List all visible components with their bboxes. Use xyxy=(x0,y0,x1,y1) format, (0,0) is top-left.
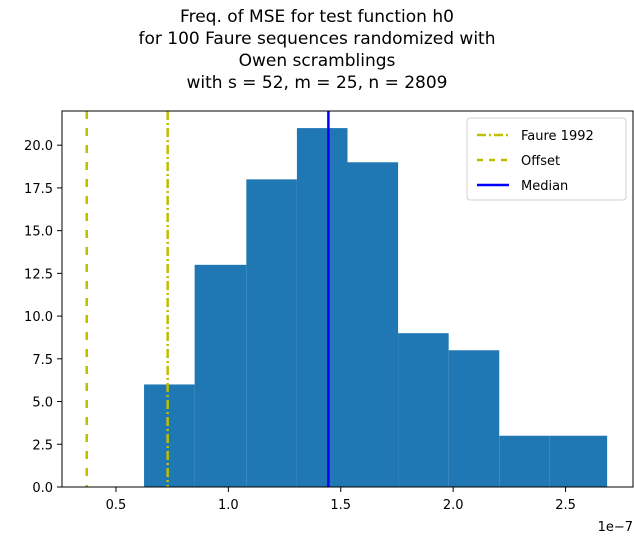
histogram-bar xyxy=(246,179,297,487)
x-tick-label: 2.5 xyxy=(555,498,576,513)
x-tick-label: 1.5 xyxy=(330,498,351,513)
y-tick-label: 5.0 xyxy=(32,396,53,411)
y-tick-label: 2.5 xyxy=(32,438,53,453)
y-tick-label: 20.0 xyxy=(24,139,53,154)
histogram-bar xyxy=(499,436,550,487)
legend-label: Offset xyxy=(521,154,560,169)
x-tick-label: 1.0 xyxy=(218,498,239,513)
y-tick-label: 15.0 xyxy=(24,225,53,240)
legend-label: Faure 1992 xyxy=(521,129,594,144)
histogram-bar xyxy=(195,265,247,487)
y-tick-label: 0.0 xyxy=(32,481,53,496)
histogram-bar xyxy=(550,436,607,487)
histogram-bar xyxy=(144,384,195,487)
x-axis-offset-label: 1e−7 xyxy=(598,520,633,535)
legend: Faure 1992 Offset Median xyxy=(467,118,626,200)
y-tick-label: 10.0 xyxy=(24,310,53,325)
x-tick-label: 2.0 xyxy=(443,498,464,513)
y-tick-label: 12.5 xyxy=(24,267,53,282)
y-tick-label: 17.5 xyxy=(24,182,53,197)
y-tick-label: 7.5 xyxy=(32,353,53,368)
histogram-bar xyxy=(398,333,449,487)
histogram-bar xyxy=(348,162,399,487)
histogram-bar xyxy=(449,350,500,487)
legend-label: Median xyxy=(521,179,568,194)
histogram-bar xyxy=(297,128,348,487)
x-tick-label: 0.5 xyxy=(106,498,127,513)
